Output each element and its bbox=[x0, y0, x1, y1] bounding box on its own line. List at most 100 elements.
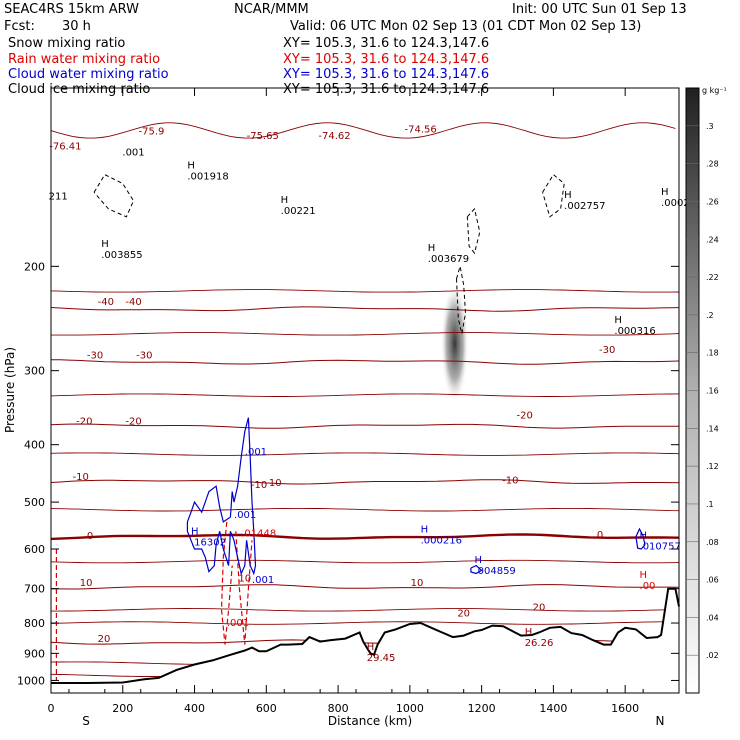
fcst-label: Fcst: bbox=[4, 19, 35, 34]
y-axis-title: Pressure (hPa) bbox=[3, 347, 17, 433]
extremum-value: .001 bbox=[252, 575, 274, 586]
x-tick-label: 0 bbox=[48, 702, 55, 715]
north-label: N bbox=[656, 714, 665, 728]
isotherm--40 bbox=[50, 306, 680, 312]
extremum-marker: H bbox=[640, 570, 648, 581]
isotherm bbox=[51, 332, 680, 336]
x-tick-label: 200 bbox=[112, 702, 133, 715]
isotherm bbox=[50, 507, 680, 512]
colorbar-tick-label: .2 bbox=[706, 311, 714, 320]
extremum-value: 26.26 bbox=[525, 638, 554, 649]
isotherm--10 bbox=[50, 479, 680, 485]
contour-label: 10 bbox=[411, 578, 424, 589]
rain-contour bbox=[220, 521, 233, 645]
extremum-marker: H bbox=[614, 315, 622, 326]
isotherm bbox=[50, 393, 680, 397]
extremum-value: .01448 bbox=[241, 528, 276, 539]
isotherm-label: -30 bbox=[87, 351, 103, 362]
x-tick-label: 600 bbox=[256, 702, 277, 715]
extremum-marker: H bbox=[661, 187, 669, 198]
isotherm-label: 10 bbox=[80, 578, 93, 589]
contour-label: -40 bbox=[125, 297, 141, 308]
y-tick-label: 600 bbox=[24, 543, 45, 556]
extremum-value: .001 bbox=[234, 510, 256, 521]
isotherm bbox=[50, 289, 680, 293]
cloud-water-contour bbox=[470, 564, 483, 575]
extremum-value: .001918 bbox=[187, 172, 228, 183]
y-tick-label: 400 bbox=[24, 439, 45, 452]
extremum-marker: H bbox=[525, 627, 533, 638]
y-tick-label: 800 bbox=[24, 617, 45, 630]
field-xy-cloud-ice: XY= 105.3, 31.6 to 124.3,147.6 bbox=[283, 82, 490, 97]
org-label: NCAR/MMM bbox=[234, 2, 309, 17]
contour-label: -74.56 bbox=[404, 124, 436, 135]
extremum-value: .000316 bbox=[614, 326, 655, 337]
extremum-marker: H bbox=[187, 161, 195, 172]
isotherm-label: -20 bbox=[76, 416, 92, 427]
contour-label: .001 bbox=[122, 148, 144, 159]
isotherm--30 bbox=[50, 359, 680, 365]
extremum-value: .000216 bbox=[421, 536, 462, 547]
extremum-value: .003855 bbox=[101, 250, 142, 261]
field-xy-snow: XY= 105.3, 31.6 to 124.3,147.6 bbox=[283, 36, 490, 51]
extremum-value: .16302 bbox=[191, 537, 226, 548]
contour-label: -10 bbox=[265, 478, 281, 489]
x-tick-label: 1400 bbox=[539, 702, 567, 715]
colorbar-tick-label: .14 bbox=[706, 424, 719, 433]
model-title: SEAC4RS 15km ARW bbox=[4, 2, 140, 17]
field-xy-cloud-water: XY= 105.3, 31.6 to 124.3,147.6 bbox=[283, 67, 490, 82]
cloud-water-contour bbox=[635, 527, 646, 550]
field-name-rain: Rain water mixing ratio bbox=[8, 52, 161, 67]
extremum-value: .002757 bbox=[564, 201, 605, 212]
extremum-value: 29.45 bbox=[367, 653, 396, 664]
isotherm-10 bbox=[50, 584, 680, 590]
colorbar-tick-label: .26 bbox=[706, 197, 719, 206]
isotherm-0 bbox=[50, 533, 680, 541]
colorbar: .3 .28 .26 .24 .22 .2 .18 .16 .14 .12 .1 .08 .06 .04.… bbox=[685, 87, 719, 694]
rain-contour bbox=[235, 531, 253, 645]
extremum-marker: H bbox=[564, 190, 572, 201]
contour-label: 10 bbox=[238, 573, 251, 584]
isotherm-upper bbox=[50, 122, 676, 139]
plot-frame bbox=[50, 87, 680, 694]
contour-label: -10 bbox=[502, 476, 518, 487]
extremum-marker: H bbox=[191, 526, 199, 537]
extremum-value: .010757 bbox=[640, 542, 681, 553]
extremum-marker: H bbox=[428, 243, 436, 254]
south-label: S bbox=[82, 714, 90, 728]
isotherm-label: -10 bbox=[73, 472, 89, 483]
extremum-value: .004859 bbox=[474, 566, 515, 577]
contour-label: -74.62 bbox=[318, 131, 350, 142]
colorbar-tick-label: .16 bbox=[706, 387, 719, 396]
extremum-value: .00 bbox=[640, 581, 656, 592]
colorbar-unit: g kg⁻¹ bbox=[702, 86, 727, 95]
contour-label: -10 bbox=[251, 480, 267, 491]
colorbar-tick-label: .08 bbox=[706, 538, 719, 547]
isotherm-label: 20 bbox=[98, 634, 111, 645]
axes: Pressure (hPa) Distance (km) S N g kg⁻¹ … bbox=[3, 86, 727, 728]
x-tick-label: 1600 bbox=[611, 702, 639, 715]
contour-label: -76.41 bbox=[49, 141, 81, 152]
init-time: Init: 00 UTC Sun 01 Sep 13 bbox=[512, 2, 687, 17]
contour-label: 0 bbox=[597, 530, 603, 541]
colorbar-tick-label: .06 bbox=[706, 576, 719, 585]
colorbar-tick-label: .22 bbox=[706, 273, 719, 282]
contour-label: -20 bbox=[125, 416, 141, 427]
colorbar-tick-label: .04 bbox=[706, 613, 719, 622]
isotherm bbox=[50, 452, 680, 456]
extremum-value: .001 bbox=[245, 447, 267, 458]
cloud-ice-contour bbox=[93, 173, 135, 218]
contour-label: -30 bbox=[136, 351, 152, 362]
fcst-value: 30 h bbox=[62, 19, 91, 34]
contour-label: 20 bbox=[533, 602, 546, 613]
colorbar-tick-label: .12 bbox=[706, 462, 719, 471]
isotherm--20 bbox=[50, 423, 680, 429]
extremum-value: .0002 bbox=[661, 198, 690, 209]
isotherm-label: -40 bbox=[98, 297, 114, 308]
y-tick-label: 500 bbox=[24, 496, 45, 509]
isotherm bbox=[50, 559, 680, 564]
isotherm bbox=[51, 608, 680, 612]
y-tick-label: 1000 bbox=[17, 674, 45, 687]
field-xy-rain: XY= 105.3, 31.6 to 124.3,147.6 bbox=[283, 52, 490, 67]
